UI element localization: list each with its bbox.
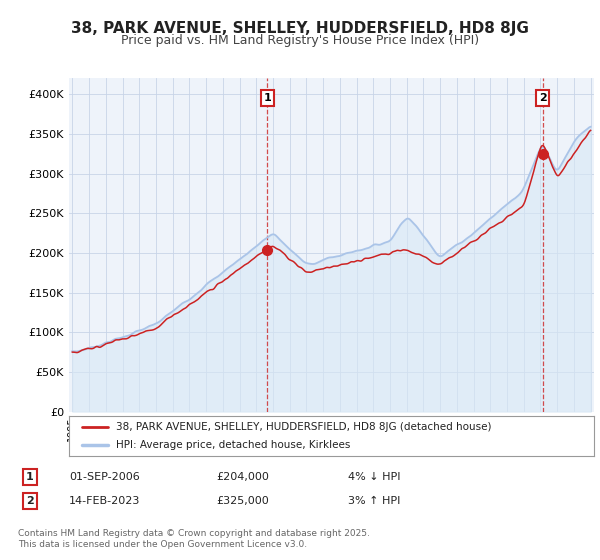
Text: £204,000: £204,000 <box>216 472 269 482</box>
Text: 2: 2 <box>26 496 34 506</box>
Text: 2: 2 <box>539 93 547 103</box>
Text: 38, PARK AVENUE, SHELLEY, HUDDERSFIELD, HD8 8JG: 38, PARK AVENUE, SHELLEY, HUDDERSFIELD, … <box>71 21 529 36</box>
Text: 14-FEB-2023: 14-FEB-2023 <box>69 496 140 506</box>
Text: 01-SEP-2006: 01-SEP-2006 <box>69 472 140 482</box>
Text: 38, PARK AVENUE, SHELLEY, HUDDERSFIELD, HD8 8JG (detached house): 38, PARK AVENUE, SHELLEY, HUDDERSFIELD, … <box>116 422 492 432</box>
Text: Price paid vs. HM Land Registry's House Price Index (HPI): Price paid vs. HM Land Registry's House … <box>121 34 479 46</box>
Text: 3% ↑ HPI: 3% ↑ HPI <box>348 496 400 506</box>
Text: 4% ↓ HPI: 4% ↓ HPI <box>348 472 401 482</box>
Text: £325,000: £325,000 <box>216 496 269 506</box>
Text: Contains HM Land Registry data © Crown copyright and database right 2025.
This d: Contains HM Land Registry data © Crown c… <box>18 529 370 549</box>
Text: HPI: Average price, detached house, Kirklees: HPI: Average price, detached house, Kirk… <box>116 440 350 450</box>
Text: 1: 1 <box>26 472 34 482</box>
Text: 1: 1 <box>263 93 271 103</box>
